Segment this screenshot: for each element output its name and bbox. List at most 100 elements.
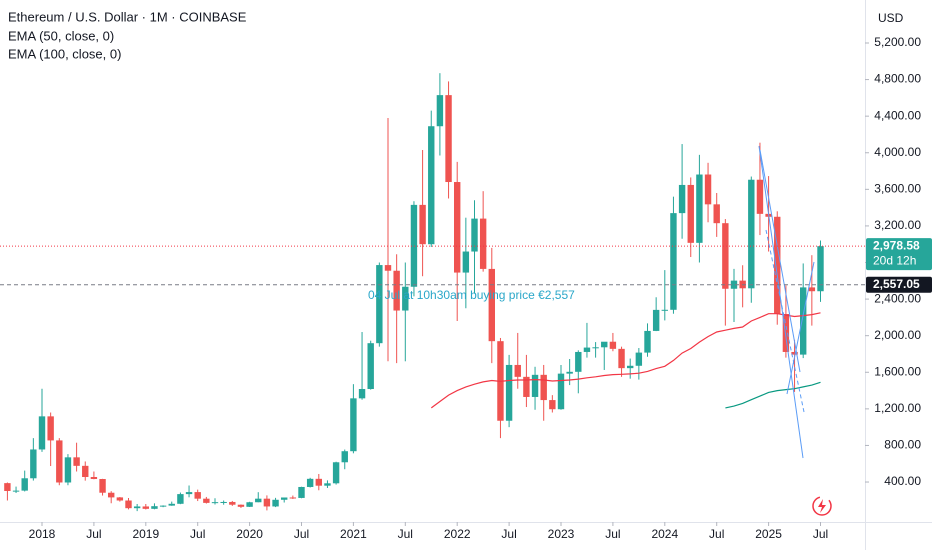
candle-body xyxy=(428,126,435,245)
y-tick-label: 2,400.00 xyxy=(874,291,921,305)
x-tick-label: 2022 xyxy=(444,527,471,541)
candle-body xyxy=(678,184,686,214)
candle-body xyxy=(687,184,694,243)
candle-body xyxy=(30,449,37,479)
candle-body xyxy=(133,506,141,509)
candle-body xyxy=(116,497,124,501)
x-tick-label: Jul xyxy=(501,527,516,541)
candle-body xyxy=(263,498,271,507)
candle-body xyxy=(350,398,357,452)
x-tick-label: 2020 xyxy=(236,527,263,541)
y-tick-label: 3,200.00 xyxy=(874,218,921,232)
y-tick-label: 400.00 xyxy=(884,474,921,488)
price-label: 2,557.05 xyxy=(873,277,920,291)
candle-body xyxy=(583,347,591,352)
candle-body xyxy=(47,416,54,441)
x-tick-label: Jul xyxy=(398,527,413,541)
candle-body xyxy=(445,95,452,183)
candle-body xyxy=(774,216,781,315)
candle-body xyxy=(168,503,175,506)
candle-body xyxy=(341,451,348,463)
x-tick-label: Jul xyxy=(709,527,724,541)
candle-body xyxy=(211,502,219,504)
legend-entry: EMA (50, close, 0) xyxy=(8,28,114,43)
candle-body xyxy=(142,506,149,509)
price-label-box xyxy=(866,238,932,271)
candle-body xyxy=(531,374,539,397)
candle-body xyxy=(220,501,227,503)
candle-body xyxy=(644,330,651,353)
candle-body xyxy=(90,476,98,480)
x-tick-label: Jul xyxy=(813,527,828,541)
icon-ring xyxy=(812,496,832,516)
candle-body xyxy=(540,374,547,401)
candle-body xyxy=(713,204,720,224)
legend-entry: EMA (100, close, 0) xyxy=(8,46,121,61)
candle-body xyxy=(177,494,184,504)
candle-body xyxy=(306,478,314,487)
candle-body xyxy=(549,400,556,410)
candle-body xyxy=(12,490,20,492)
x-tick-label: 2024 xyxy=(651,527,678,541)
candle-body xyxy=(229,501,236,505)
trend-line xyxy=(765,229,805,413)
candle-body xyxy=(332,462,340,484)
candle-body xyxy=(627,365,634,369)
candle-body xyxy=(289,497,297,499)
candle-body xyxy=(324,483,331,486)
candle-body xyxy=(367,343,374,390)
candle-body xyxy=(281,497,288,500)
candle-body xyxy=(203,498,210,503)
candle-body xyxy=(800,287,807,355)
y-tick-label: 4,400.00 xyxy=(874,108,921,122)
candle-body xyxy=(99,479,106,493)
candle-body xyxy=(748,179,755,289)
candle-body xyxy=(454,182,461,273)
candle-body xyxy=(384,265,392,271)
price-label: 2,978.58 xyxy=(873,238,920,252)
candle-body xyxy=(652,309,660,331)
price-sublabel: 20d 12h xyxy=(873,253,916,267)
candle-body xyxy=(255,498,262,503)
candle-body xyxy=(410,204,418,287)
candle-body xyxy=(272,499,279,507)
candle-body xyxy=(56,440,63,483)
candle-body xyxy=(419,204,426,245)
price-label-box xyxy=(866,276,932,293)
candle-body xyxy=(514,364,521,377)
candle-body xyxy=(609,341,617,349)
trend-drawings xyxy=(758,145,815,459)
annotation: 04 Jul at 10h30am buying price €2,557 xyxy=(368,288,575,302)
candle-body xyxy=(38,416,46,450)
x-tick-label: Jul xyxy=(86,527,101,541)
candle-body xyxy=(566,371,573,374)
candle-body xyxy=(696,174,703,243)
candle-body xyxy=(817,246,824,292)
x-tick-label: 2023 xyxy=(548,527,575,541)
candle-body xyxy=(557,373,565,410)
x-tick-label: Jul xyxy=(190,527,205,541)
x-tick-label: 2021 xyxy=(340,527,367,541)
y-tick-label: 2,000.00 xyxy=(874,328,921,342)
candle-body xyxy=(151,506,158,509)
candle-body xyxy=(402,286,409,311)
trend-line xyxy=(759,149,801,373)
y-tick-label: 1,200.00 xyxy=(874,401,921,415)
candle-body xyxy=(722,223,729,289)
candle-body xyxy=(358,389,366,399)
candle-body xyxy=(376,265,383,344)
y-tick-label: 4,800.00 xyxy=(874,72,921,86)
candle-body xyxy=(592,347,599,349)
candle-body xyxy=(601,341,608,348)
currency-label: USD xyxy=(878,11,904,25)
candle-body xyxy=(618,348,625,369)
ema-line xyxy=(430,312,821,409)
trend-line xyxy=(786,261,815,395)
y-tick-label: 5,200.00 xyxy=(874,35,921,49)
candle-body xyxy=(575,351,582,372)
candle-body xyxy=(471,218,478,252)
candle-body xyxy=(479,218,487,269)
x-tick-label: Jul xyxy=(605,527,620,541)
